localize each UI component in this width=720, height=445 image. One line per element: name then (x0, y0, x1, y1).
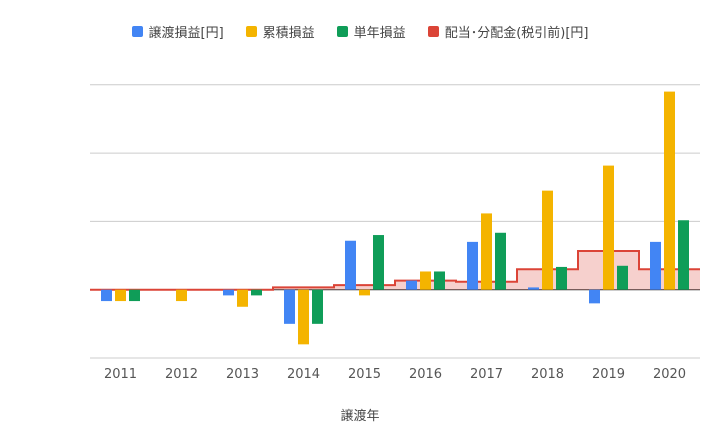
bar (223, 289, 234, 296)
legend-swatch-annual-pl (336, 26, 348, 37)
x-tick-label: 2018 (531, 367, 564, 382)
bar (298, 289, 309, 345)
bar (603, 165, 614, 290)
legend-item-annual-pl[interactable]: 単年損益 (336, 22, 406, 41)
bar (373, 235, 384, 290)
bar (420, 271, 431, 290)
legend-label-transfer-pl: 譲渡損益[円] (148, 26, 224, 41)
legend-label-dividends: 配当･分配金(税引前)[円] (444, 26, 589, 41)
legend-item-dividends[interactable]: 配当･分配金(税引前)[円] (427, 22, 589, 41)
bar (664, 91, 675, 290)
bar (556, 266, 567, 290)
bar (650, 241, 661, 290)
x-tick-label: 2015 (348, 367, 381, 382)
legend-item-transfer-pl[interactable]: 譲渡損益[円] (131, 22, 224, 41)
bar (115, 289, 126, 302)
legend-label-cumulative-pl: 累積損益 (262, 26, 315, 41)
bar (359, 289, 370, 296)
legend-item-cumulative-pl[interactable]: 累積損益 (245, 22, 315, 41)
x-axis-title: 譲渡年 (340, 409, 380, 424)
bar (176, 289, 187, 302)
x-tick-label: 2013 (226, 367, 259, 382)
bar (528, 287, 539, 290)
x-tick-label: 2012 (165, 367, 198, 382)
bar (481, 213, 492, 290)
x-tick-label: 2020 (653, 367, 686, 382)
bar (589, 289, 600, 304)
bar (617, 265, 628, 290)
x-tick-label: 2014 (287, 367, 320, 382)
bar (251, 289, 262, 296)
legend-label-annual-pl: 単年損益 (353, 26, 406, 41)
bar (678, 220, 689, 290)
chart-legend: 譲渡損益[円] 累積損益 単年損益 配当･分配金(税引前)[円] (0, 22, 720, 41)
bar (542, 190, 553, 290)
bar (345, 240, 356, 290)
bar (312, 289, 323, 324)
bar (284, 289, 295, 324)
legend-swatch-dividends (427, 26, 439, 37)
bar (101, 289, 112, 302)
legend-swatch-transfer-pl (131, 26, 143, 37)
bar (406, 280, 417, 290)
bar (129, 289, 140, 302)
x-tick-label: 2017 (470, 367, 503, 382)
bar (467, 241, 478, 290)
bar (495, 232, 506, 290)
bar (237, 289, 248, 307)
x-tick-label: 2011 (104, 367, 137, 382)
x-tick-label: 2016 (409, 367, 442, 382)
bar (434, 271, 445, 290)
legend-swatch-cumulative-pl (245, 26, 257, 37)
x-tick-label: 2019 (592, 367, 625, 382)
